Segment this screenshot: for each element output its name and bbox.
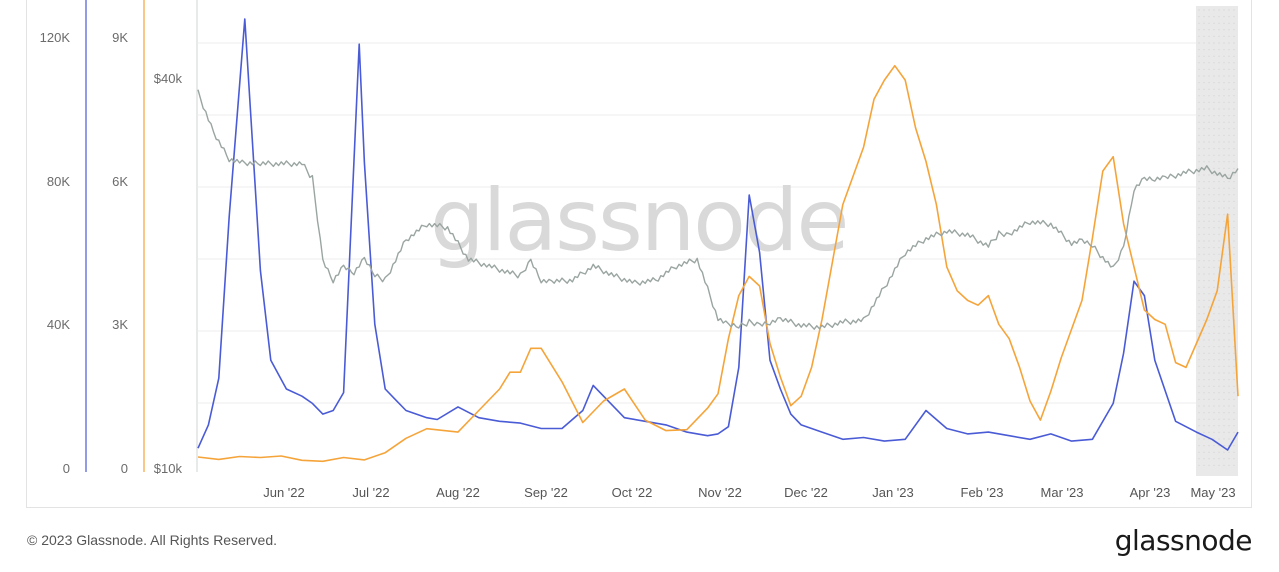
- x-tick-11: May '23: [1190, 485, 1235, 500]
- x-axis: Jun '22 Jul '22 Aug '22 Sep '22 Oct '22 Nov '…: [263, 485, 1235, 500]
- tick-price-1: $10k: [154, 461, 183, 476]
- x-tick-5: Nov '22: [698, 485, 742, 500]
- x-tick-6: Dec '22: [784, 485, 828, 500]
- series-line-1: [197, 64, 1239, 463]
- tick-price-0: $40k: [154, 71, 183, 86]
- projection-band: [1196, 6, 1238, 476]
- x-tick-7: Jan '23: [872, 485, 914, 500]
- tick-left2-3: 0: [121, 461, 128, 476]
- x-tick-9: Mar '23: [1041, 485, 1084, 500]
- tick-left1-2: 40K: [47, 317, 70, 332]
- series-line-2: [197, 89, 1239, 330]
- projection-shade: [1196, 6, 1238, 476]
- x-tick-3: Sep '22: [524, 485, 568, 500]
- x-tick-4: Oct '22: [612, 485, 653, 500]
- copyright-text: © 2023 Glassnode. All Rights Reserved.: [27, 532, 278, 548]
- series-line-0: [197, 18, 1239, 451]
- x-tick-8: Feb '23: [961, 485, 1004, 500]
- tick-left1-0: 120K: [40, 30, 71, 45]
- tick-left1-3: 0: [63, 461, 70, 476]
- tick-left2-0: 9K: [112, 30, 128, 45]
- glassnode-logo: glassnode: [1114, 524, 1253, 557]
- tick-left2-1: 6K: [112, 174, 128, 189]
- x-tick-10: Apr '23: [1130, 485, 1171, 500]
- watermark: glassnode: [430, 171, 847, 271]
- tick-left2-2: 3K: [112, 317, 128, 332]
- series-group: [197, 18, 1239, 463]
- chart: glassnode 120K 80K 40K 0 9K 6K 3K 0 $40k $10k Jun…: [40, 0, 1239, 500]
- axes: 120K 80K 40K 0 9K 6K 3K 0 $40k $10k: [40, 0, 198, 476]
- x-tick-0: Jun '22: [263, 485, 305, 500]
- x-tick-2: Aug '22: [436, 485, 480, 500]
- x-tick-1: Jul '22: [352, 485, 389, 500]
- tick-left1-1: 80K: [47, 174, 70, 189]
- chart-frame: [26, 0, 1252, 508]
